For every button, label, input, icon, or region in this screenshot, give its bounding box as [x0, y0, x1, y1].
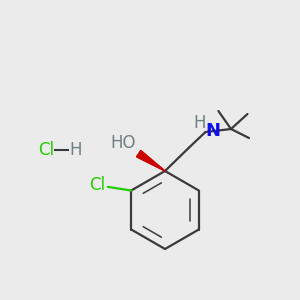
Text: Cl: Cl [38, 141, 55, 159]
Polygon shape [136, 150, 165, 171]
Text: H: H [70, 141, 82, 159]
Text: N: N [206, 122, 220, 140]
Text: H: H [194, 114, 206, 132]
Text: HO: HO [111, 134, 136, 152]
Text: Cl: Cl [89, 176, 105, 194]
